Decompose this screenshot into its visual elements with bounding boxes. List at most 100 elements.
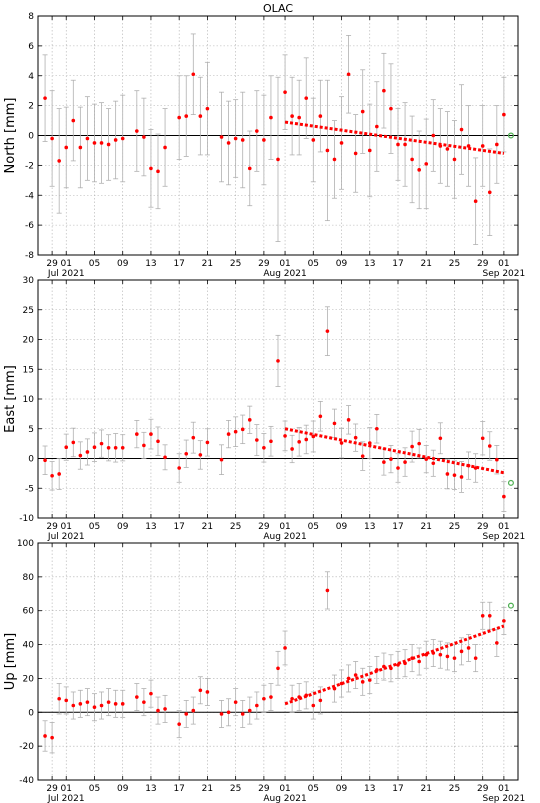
x-tick-label: 29 [46,522,58,532]
data-point [120,445,125,450]
data-point [233,136,238,141]
y-tick-label: -10 [19,514,34,524]
data-point [163,145,167,150]
data-point [487,190,492,195]
data-point [325,588,330,593]
data-point [99,441,104,446]
plot-frame [37,279,519,519]
data-point [389,457,393,461]
x-tick-label: 01 [498,259,509,269]
data-point [290,114,294,118]
x-tick-label: 21 [202,522,213,532]
data-point [226,432,231,436]
data-point [57,159,61,163]
data-point [205,440,210,445]
x-tick-label: 13 [364,259,375,269]
data-point [438,436,443,441]
x-tick-label: 09 [117,784,129,794]
data-point [135,695,139,699]
data-point [43,458,47,463]
data-point [120,702,125,706]
x-tick-label: 09 [117,522,129,532]
x-tick-label: 01 [61,259,72,269]
data-point [149,166,153,171]
trend-line [284,120,505,155]
chart-title: OLAC [263,2,293,15]
data-point [276,359,280,363]
x-tick-label: 21 [421,259,432,269]
data-point [71,118,76,123]
x-tick-label: 25 [230,259,241,269]
y-tick-label: 80 [23,573,35,583]
data-point [424,162,429,166]
data-point [466,646,471,650]
data-point [480,436,485,441]
data-point [304,96,309,100]
data-point [247,166,252,171]
data-point [269,115,273,120]
predicted-marker [507,602,514,609]
x-tick-label: 05 [89,259,100,269]
data-point [43,734,47,738]
data-point [403,460,407,464]
data-point [50,136,54,141]
data-point [495,142,499,147]
y-axis-label: East [mm] [3,365,18,433]
x-tick-label: 05 [89,522,100,532]
data-point [50,473,54,478]
y-tick-label: 60 [23,607,35,617]
data-point [57,472,61,476]
data-point [360,680,365,684]
data-point [445,472,450,476]
data-point [78,453,83,458]
x-month-label: Aug 2021 [263,269,306,279]
data-point [367,678,372,682]
data-point [198,688,203,693]
data-point [480,144,485,148]
data-point [106,142,111,147]
data-point [473,656,478,660]
data-point [219,712,224,716]
data-point [311,703,316,708]
data-point [445,654,450,659]
data-point [311,138,316,142]
data-point [149,432,153,436]
x-tick-label: 05 [308,259,319,269]
data-point [247,708,252,713]
x-tick-label: 13 [364,522,375,532]
data-point [318,414,323,419]
data-point [163,455,167,460]
data-point [233,429,238,434]
data-point [99,141,104,145]
data-point [417,659,421,664]
x-tick-label: 01 [279,784,290,794]
data-point [149,691,153,696]
y-axis-label: Up [mm] [3,633,18,690]
data-point [191,72,196,77]
data-point [297,115,301,120]
data-point [85,700,90,704]
data-point [163,707,167,711]
x-tick-label: 21 [202,259,213,269]
x-tick-label: 29 [46,259,58,269]
y-tick-label: 0 [28,455,34,465]
x-tick-label: 29 [477,259,489,269]
data-point [431,461,436,466]
x-tick-label: 09 [336,522,348,532]
x-tick-label: 29 [258,522,270,532]
data-point [113,445,118,450]
data-point [269,695,273,699]
x-tick-label: 25 [230,522,241,532]
data-point [353,151,358,156]
x-month-label: Sep 2021 [483,532,526,542]
x-tick-label: 21 [202,784,213,794]
data-point [360,109,365,114]
data-point [353,435,358,440]
x-tick-label: 01 [498,784,509,794]
data-point [156,708,160,713]
data-point [43,96,47,100]
data-point [459,475,464,479]
